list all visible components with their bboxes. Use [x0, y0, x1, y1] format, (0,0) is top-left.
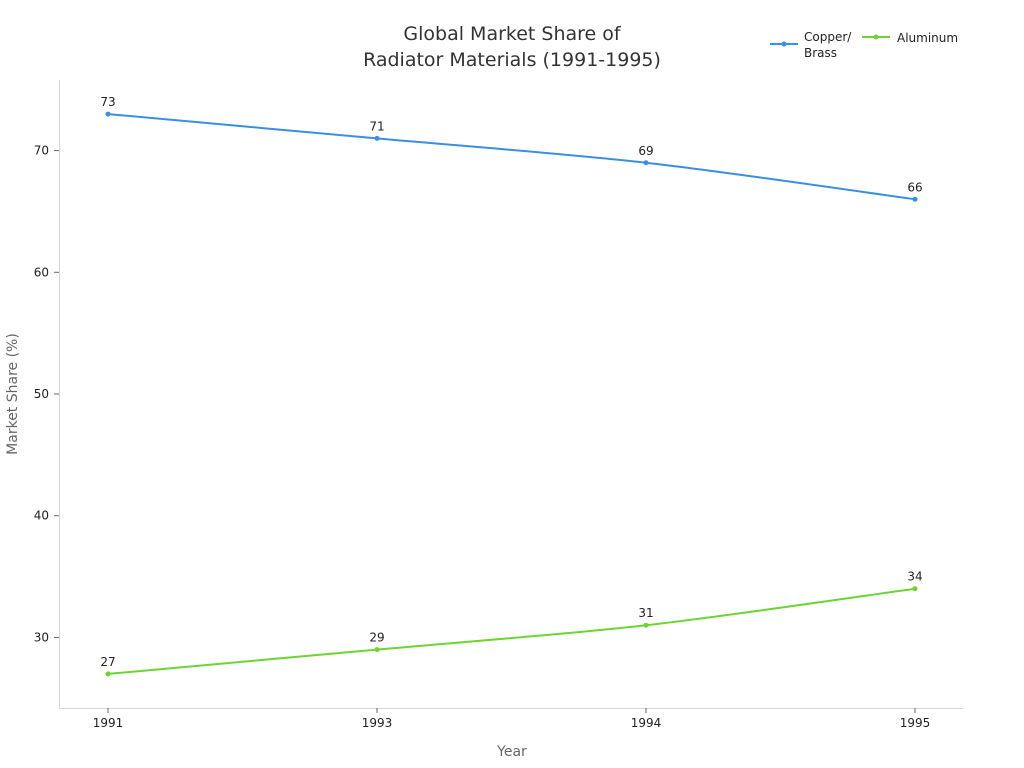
- data-label: 34: [907, 570, 922, 584]
- legend-label-aluminum: Aluminum: [897, 31, 958, 45]
- x-ticks: 1991 1993 1994 1995: [93, 708, 931, 730]
- x-tick-label: 1993: [362, 716, 393, 730]
- series-layer: 73 71 69 66 27 29 31 34: [100, 95, 923, 677]
- x-tick-label: 1991: [93, 716, 124, 730]
- data-label: 31: [638, 606, 653, 620]
- x-axis: 1991 1993 1994 1995: [59, 708, 963, 730]
- chart-title-line-2: Radiator Materials (1991-1995): [363, 49, 661, 71]
- chart-title-line-1: Global Market Share of: [403, 23, 621, 45]
- series-line: [107, 587, 916, 675]
- x-axis-title: Year: [496, 744, 527, 760]
- y-tick-label: 50: [34, 387, 49, 401]
- legend-swatch-marker: [873, 34, 879, 40]
- series-1: 27 29 31 34: [100, 570, 923, 677]
- data-point[interactable]: [105, 111, 111, 117]
- data-label: 29: [369, 631, 384, 645]
- legend-swatch-marker: [781, 41, 787, 47]
- data-label: 71: [369, 119, 384, 133]
- data-point[interactable]: [643, 160, 649, 166]
- x-tick-label: 1994: [631, 716, 662, 730]
- data-label: 66: [907, 180, 922, 194]
- data-point[interactable]: [374, 135, 380, 141]
- data-point[interactable]: [105, 671, 111, 677]
- data-point[interactable]: [912, 196, 918, 202]
- legend-item-aluminum[interactable]: Aluminum: [862, 31, 958, 45]
- y-axis-title: Market Share (%): [5, 333, 21, 455]
- data-point[interactable]: [374, 647, 380, 653]
- data-point[interactable]: [643, 622, 649, 628]
- y-axis: 30 40 50 60 70: [34, 80, 60, 708]
- y-tick-label: 60: [34, 265, 49, 279]
- data-label: 27: [100, 655, 115, 669]
- y-tick-label: 30: [34, 630, 49, 644]
- data-label: 73: [100, 95, 115, 109]
- x-tick-label: 1995: [900, 716, 931, 730]
- y-ticks: 30 40 50 60 70: [34, 144, 59, 644]
- legend: Copper/ Brass Aluminum: [770, 30, 958, 60]
- series-line: [107, 113, 916, 201]
- y-tick-label: 70: [34, 144, 49, 158]
- legend-label-copper-brass-line-2: Brass: [804, 46, 837, 60]
- series-0: 73 71 69 66: [100, 95, 923, 202]
- legend-item-copper-brass[interactable]: Copper/ Brass: [770, 30, 852, 60]
- y-tick-label: 40: [34, 509, 49, 523]
- data-point[interactable]: [912, 586, 918, 592]
- data-label: 69: [638, 144, 653, 158]
- chart-title: Global Market Share of Radiator Material…: [363, 23, 661, 71]
- legend-label-copper-brass-line-1: Copper/: [804, 30, 852, 44]
